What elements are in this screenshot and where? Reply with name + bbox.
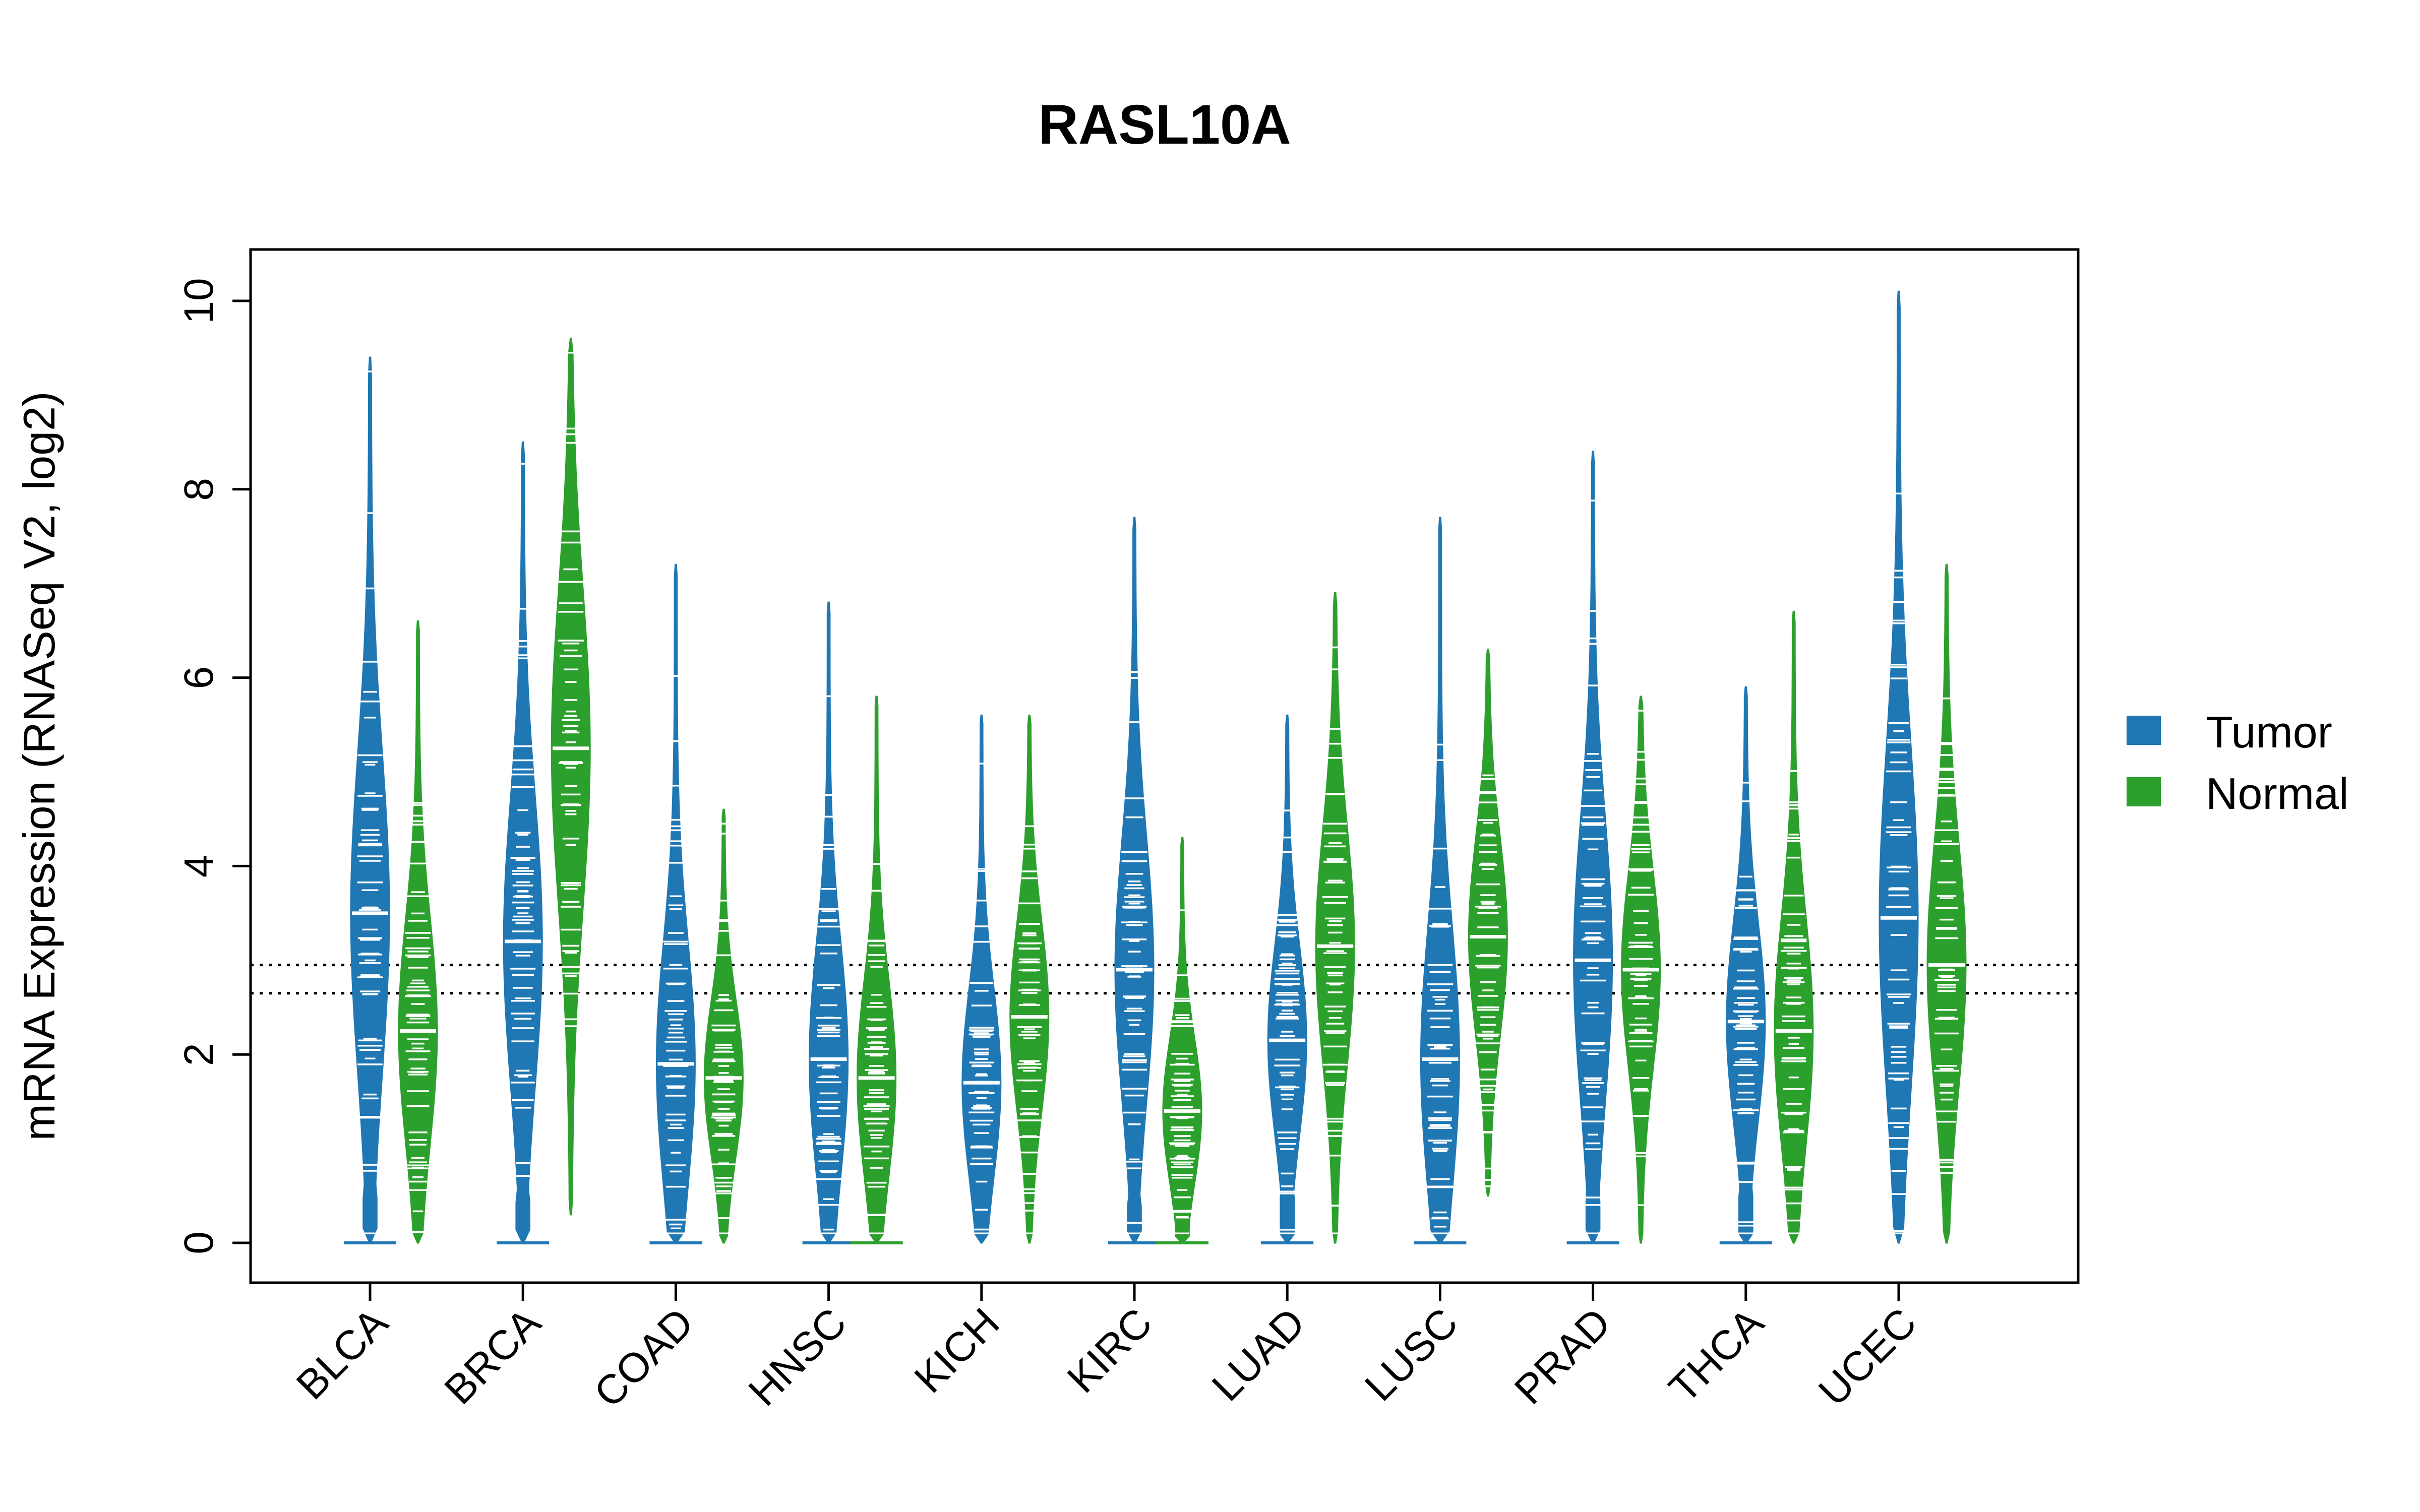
violin-normal-kirc-body (1162, 837, 1202, 1244)
violin-tumor-lusc-body (1420, 517, 1460, 1244)
violin-normal-blca (398, 620, 438, 1244)
violin-normal-lusc (1468, 649, 1508, 1197)
violin-tumor-hnsc (802, 601, 855, 1244)
legend-label-normal: Normal (2206, 769, 2349, 818)
violin-tumor-coad-body (655, 563, 696, 1244)
violin-normal-kirc (1156, 837, 1208, 1244)
x-tick-label: BRCA (436, 1299, 550, 1413)
x-tick-label: KICH (906, 1299, 1008, 1402)
violin-tumor-thca (1719, 686, 1772, 1244)
legend-label-tumor: Tumor (2206, 707, 2332, 757)
y-tick-label: 8 (176, 478, 222, 501)
violin-normal-luad (1315, 592, 1355, 1244)
violin-tumor-ucec (1879, 290, 1919, 1244)
violin-normal-thca-body (1774, 611, 1814, 1244)
violin-normal-hnsc-body (857, 696, 897, 1244)
violin-tumor-coad (649, 563, 702, 1244)
x-tick-label: KIRC (1059, 1299, 1161, 1402)
x-tick-label: UCEC (1810, 1299, 1925, 1415)
violin-tumor-kich (961, 714, 1002, 1244)
legend-swatch-tumor (2127, 716, 2161, 745)
violin-normal-lusc-body (1468, 649, 1508, 1197)
legend: Tumor Normal (2127, 707, 2349, 818)
plot-frame (249, 248, 2080, 1284)
violin-tumor-ucec-body (1879, 290, 1919, 1244)
violin-normal-kich-body (1009, 714, 1050, 1244)
violin-normal-ucec (1926, 563, 1967, 1244)
y-tick-label: 4 (176, 855, 222, 878)
y-axis-label: mRNA Expression (RNASeq V2, log2) (14, 392, 64, 1141)
x-tick-label: THCA (1660, 1299, 1772, 1411)
x-tick-label: HNSC (740, 1299, 856, 1415)
y-tick-label: 10 (176, 278, 222, 324)
violin-tumor-luad (1261, 714, 1314, 1244)
violin-tumor-kirc (1108, 517, 1161, 1244)
violin-normal-ucec-body (1926, 563, 1967, 1244)
y-tick-label: 0 (176, 1231, 222, 1254)
x-tick-label: LUSC (1356, 1299, 1467, 1410)
violin-normal-thca (1774, 611, 1814, 1244)
x-tick-label: PRAD (1506, 1299, 1619, 1413)
violin-tumor-lusc (1414, 517, 1467, 1244)
y-tick-label: 6 (176, 666, 222, 689)
x-tick-label: COAD (585, 1299, 702, 1416)
violin-tumor-kirc-body (1114, 517, 1155, 1244)
violin-normal-brca-body (551, 338, 591, 1216)
violin-tumor-prad-body (1573, 451, 1613, 1244)
violin-tumor-brca-body (503, 441, 543, 1244)
plot-area: 0 2 4 6 8 10 BLCA BRCA COAD HNSC KICH KIRC LUAD LUSC P… (176, 248, 2080, 1416)
legend-swatch-normal (2127, 777, 2161, 806)
x-tick-label: LUAD (1203, 1299, 1314, 1410)
violin-tumor-blca-body (350, 356, 390, 1244)
violin-tumor-kich-body (961, 714, 1002, 1244)
violin-normal-brca (551, 338, 591, 1216)
violin-tumor-hnsc-body (809, 601, 849, 1244)
violin-normal-coad (703, 808, 744, 1244)
violin-tumor-thca-body (1726, 686, 1766, 1244)
violin-normal-prad (1621, 696, 1661, 1244)
violin-tumor-prad (1566, 451, 1619, 1244)
y-tick-label: 2 (176, 1043, 222, 1066)
violin-normal-kich (1009, 714, 1050, 1244)
violin-tumor-brca (497, 441, 550, 1244)
violin-tumor-blca (344, 356, 396, 1244)
x-tick-label: BLCA (288, 1299, 397, 1408)
violin-normal-hnsc (850, 696, 903, 1244)
chart-title: RASL10A (1038, 94, 1291, 156)
